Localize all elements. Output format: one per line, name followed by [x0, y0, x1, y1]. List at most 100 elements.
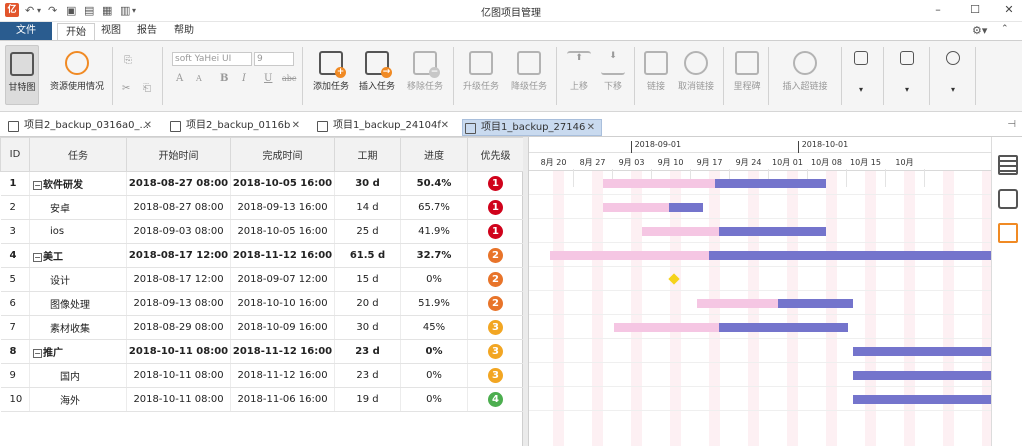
- cell-priority[interactable]: 1: [467, 219, 524, 244]
- gantt-panel-icon[interactable]: [998, 155, 1018, 175]
- gantt-bar-progress[interactable]: [697, 299, 779, 308]
- collapse-toggle-icon[interactable]: −: [33, 180, 42, 190]
- col-header-duration[interactable]: 工期: [334, 137, 401, 172]
- cell-progress[interactable]: 0%: [400, 339, 468, 364]
- link-button[interactable]: 链接: [640, 51, 672, 92]
- cell-start[interactable]: 2018-08-29 08:00: [126, 315, 231, 340]
- insert-task-button[interactable]: → 插入任务: [356, 51, 398, 92]
- move-down-button[interactable]: ⬇ 下移: [597, 51, 629, 92]
- cell-progress[interactable]: 45%: [400, 315, 468, 340]
- cell-priority[interactable]: 2: [467, 243, 524, 268]
- resource-usage-button[interactable]: 资源使用情况: [46, 51, 108, 92]
- cell-start[interactable]: 2018-08-17 12:00: [126, 267, 231, 292]
- cell-start[interactable]: 2018-09-13 08:00: [126, 291, 231, 316]
- cell-finish[interactable]: 2018-10-05 16:00: [230, 171, 335, 196]
- cell-priority[interactable]: 1: [467, 171, 524, 196]
- col-header-start[interactable]: 开始时间: [126, 137, 231, 172]
- cell-finish[interactable]: 2018-09-07 12:00: [230, 267, 335, 292]
- cell-progress[interactable]: 65.7%: [400, 195, 468, 220]
- cell-duration[interactable]: 61.5 d: [334, 243, 401, 268]
- cell-priority[interactable]: 1: [467, 195, 524, 220]
- gantt-bar-progress[interactable]: [613, 323, 720, 332]
- gantt-bar-remaining[interactable]: [719, 323, 848, 332]
- pin-icon[interactable]: ⊣: [1007, 119, 1016, 130]
- col-header-priority[interactable]: 优先级: [467, 137, 524, 172]
- collapse-toggle-icon[interactable]: −: [33, 348, 42, 358]
- cell-start[interactable]: 2018-10-11 08:00: [126, 339, 231, 364]
- export-dropdown-button[interactable]: ▾: [850, 51, 872, 94]
- gantt-bar-remaining[interactable]: [853, 347, 991, 356]
- copy-icon[interactable]: ⎘: [124, 55, 132, 66]
- gantt-bar-remaining[interactable]: [668, 203, 703, 212]
- minimize-button[interactable]: –: [935, 3, 941, 16]
- cell-start[interactable]: 2018-09-03 08:00: [126, 219, 231, 244]
- col-header-finish[interactable]: 完成时间: [230, 137, 335, 172]
- cell-start[interactable]: 2018-08-27 08:00: [126, 171, 231, 196]
- underline-button[interactable]: U: [264, 73, 273, 84]
- cell-task[interactable]: 海外: [29, 387, 127, 412]
- open-file-icon[interactable]: ▤: [84, 4, 95, 17]
- cell-duration[interactable]: 23 d: [334, 339, 401, 364]
- cell-finish[interactable]: 2018-11-06 16:00: [230, 387, 335, 412]
- customize-toolbar-icon[interactable]: ▾: [132, 6, 137, 15]
- cut-icon[interactable]: ✂: [122, 83, 131, 94]
- cell-task[interactable]: 安卓: [29, 195, 127, 220]
- close-tab-icon[interactable]: ✕: [440, 120, 449, 131]
- gantt-bar-progress[interactable]: [602, 203, 669, 212]
- cell-priority[interactable]: 2: [467, 267, 524, 292]
- cell-progress[interactable]: 50.4%: [400, 171, 468, 196]
- gantt-bar-progress[interactable]: [641, 227, 719, 236]
- cell-task[interactable]: 设计: [29, 267, 127, 292]
- close-tab-icon[interactable]: ✕: [586, 122, 595, 133]
- new-file-icon[interactable]: ▣: [66, 4, 77, 17]
- downgrade-task-button[interactable]: 降级任务: [506, 51, 552, 92]
- shrink-font-button[interactable]: A: [196, 74, 202, 83]
- print-icon[interactable]: ▥: [120, 4, 131, 17]
- cell-priority[interactable]: 2: [467, 291, 524, 316]
- tab-help[interactable]: 帮助: [174, 25, 194, 36]
- cell-task[interactable]: − 软件研发: [29, 171, 127, 196]
- cell-task[interactable]: 素材收集: [29, 315, 127, 340]
- cell-progress[interactable]: 0%: [400, 363, 468, 388]
- col-header-progress[interactable]: 进度: [400, 137, 468, 172]
- move-up-button[interactable]: ⬆ 上移: [563, 51, 595, 92]
- collapse-ribbon-icon[interactable]: ⌃: [1001, 24, 1009, 34]
- cell-task[interactable]: ios: [29, 219, 127, 244]
- cell-progress[interactable]: 51.9%: [400, 291, 468, 316]
- cell-start[interactable]: 2018-08-17 12:00: [126, 243, 231, 268]
- calendar-dropdown-button[interactable]: ▾: [896, 51, 918, 94]
- cell-progress[interactable]: 32.7%: [400, 243, 468, 268]
- cell-task[interactable]: − 美工: [29, 243, 127, 268]
- cell-duration[interactable]: 30 d: [334, 315, 401, 340]
- gantt-bar-remaining[interactable]: [715, 179, 826, 188]
- col-header-id[interactable]: ID: [0, 137, 30, 172]
- cell-start[interactable]: 2018-10-11 08:00: [126, 363, 231, 388]
- gantt-bar-remaining[interactable]: [853, 395, 991, 404]
- gantt-bar-progress[interactable]: [602, 179, 716, 188]
- doc-tab[interactable]: 项目2_backup_0116b ✕: [168, 118, 306, 136]
- italic-button[interactable]: I: [242, 73, 246, 84]
- maximize-button[interactable]: ☐: [970, 3, 980, 16]
- table-row[interactable]: 3 ios 2018-09-03 08:00 2018-10-05 16:00 25 d…: [0, 219, 524, 244]
- upgrade-task-button[interactable]: 升级任务: [458, 51, 504, 92]
- redo-icon[interactable]: ↷: [48, 4, 58, 17]
- gantt-bar-remaining[interactable]: [778, 299, 854, 308]
- cell-duration[interactable]: 23 d: [334, 363, 401, 388]
- cell-duration[interactable]: 19 d: [334, 387, 401, 412]
- col-header-task[interactable]: 任务: [29, 137, 127, 172]
- cell-finish[interactable]: 2018-11-12 16:00: [230, 339, 335, 364]
- cell-priority[interactable]: 3: [467, 339, 524, 364]
- remove-task-button[interactable]: − 移除任务: [402, 51, 448, 92]
- cell-priority[interactable]: 4: [467, 387, 524, 412]
- table-row[interactable]: 6 图像处理 2018-09-13 08:00 2018-10-10 16:00 20 …: [0, 291, 524, 316]
- cell-duration[interactable]: 30 d: [334, 171, 401, 196]
- cell-duration[interactable]: 15 d: [334, 267, 401, 292]
- cell-progress[interactable]: 41.9%: [400, 219, 468, 244]
- save-icon[interactable]: ▦: [102, 4, 113, 17]
- doc-tab-active[interactable]: 项目1_backup_27146 ✕: [462, 119, 602, 136]
- insert-hyperlink-button[interactable]: 插入超链接: [774, 51, 836, 92]
- find-dropdown-button[interactable]: ▾: [942, 51, 964, 94]
- tab-view[interactable]: 视图: [101, 25, 121, 36]
